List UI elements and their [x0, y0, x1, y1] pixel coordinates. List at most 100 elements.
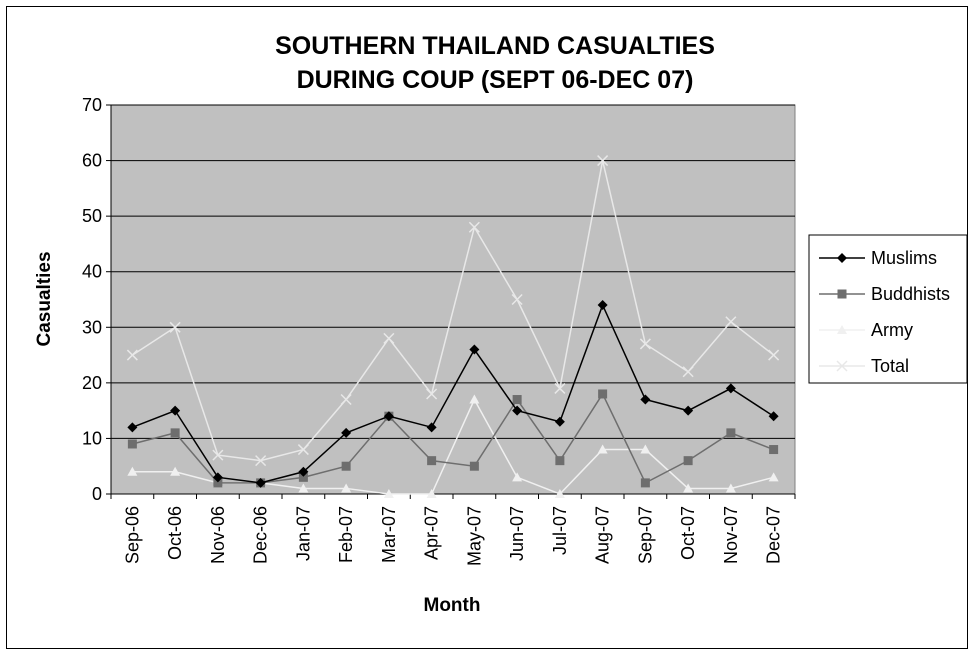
- data-point-x: [126, 349, 138, 361]
- data-point-triangle: [640, 444, 651, 454]
- data-point-square: [640, 478, 650, 488]
- data-point-triangle: [170, 466, 181, 476]
- data-point-triangle: [725, 483, 736, 493]
- data-point-x: [468, 221, 480, 233]
- series-buddhists: [127, 389, 779, 488]
- x-tick-label: Feb-07: [336, 506, 356, 563]
- legend-label: Army: [871, 320, 913, 340]
- series-layer: [126, 155, 780, 498]
- x-tick-label: Aug-07: [593, 506, 613, 564]
- data-point-diamond: [725, 383, 736, 394]
- data-point-diamond: [426, 422, 437, 433]
- data-point-x: [597, 155, 609, 167]
- legend-item-buddhists: Buddhists: [819, 284, 950, 304]
- x-axis-title: Month: [424, 595, 481, 616]
- series-total: [126, 155, 780, 467]
- y-tick-label: 70: [82, 95, 102, 115]
- data-point-x: [383, 332, 395, 344]
- data-point-x: [725, 316, 737, 328]
- data-point-square: [170, 428, 180, 438]
- x-tick-label: Nov-07: [721, 506, 741, 564]
- data-point-x: [836, 360, 848, 372]
- data-point-triangle: [469, 394, 480, 404]
- plot-area: [110, 104, 796, 495]
- data-point-diamond: [683, 405, 694, 416]
- y-tick-label: 30: [82, 317, 102, 337]
- grid-lines: [111, 104, 795, 439]
- data-point-diamond: [837, 253, 847, 263]
- data-point-triangle: [837, 325, 847, 334]
- data-point-x: [682, 366, 694, 378]
- data-point-diamond: [341, 427, 352, 438]
- legend-label: Total: [871, 356, 909, 376]
- legend-box: [808, 234, 968, 384]
- chart-title: SOUTHERN THAILAND CASUALTIES DURING COUP…: [275, 32, 715, 94]
- data-point-square: [726, 428, 736, 438]
- data-point-square: [298, 472, 308, 482]
- x-tick-label: Jan-07: [293, 506, 313, 561]
- data-point-triangle: [683, 483, 694, 493]
- x-tick-label: Sep-06: [122, 506, 142, 564]
- data-point-x: [639, 338, 651, 350]
- data-point-triangle: [383, 489, 394, 498]
- y-tick-label: 0: [92, 484, 102, 504]
- y-tick-label: 50: [82, 206, 102, 226]
- data-point-diamond: [298, 466, 309, 477]
- chart-title-line-1: SOUTHERN THAILAND CASUALTIES: [275, 32, 715, 60]
- data-point-x: [297, 444, 309, 456]
- legend-label: Muslims: [871, 248, 937, 268]
- data-point-square: [555, 456, 565, 466]
- data-point-diamond: [768, 411, 779, 422]
- x-tick-label: Dec-07: [764, 506, 784, 564]
- series-line: [132, 392, 774, 484]
- data-point-square: [127, 439, 137, 449]
- x-tick-label: Oct-06: [165, 506, 185, 560]
- data-point-triangle: [341, 483, 352, 493]
- series-line: [131, 160, 775, 462]
- legend-item-total: Total: [819, 356, 909, 376]
- data-point-diamond: [170, 405, 181, 416]
- series-muslims: [127, 300, 779, 488]
- y-tick-label: 20: [82, 373, 102, 393]
- data-point-square: [769, 445, 779, 455]
- data-point-triangle: [554, 489, 565, 498]
- data-point-x: [169, 321, 181, 333]
- y-axis-ticks: 0 10 20 30 40 50 60 70: [82, 95, 112, 504]
- data-point-square: [598, 389, 608, 399]
- data-point-diamond: [127, 422, 138, 433]
- chart-title-line-2: DURING COUP (SEPT 06-DEC 07): [297, 66, 694, 94]
- data-point-square: [837, 289, 847, 299]
- x-tick-label: Oct-07: [678, 506, 698, 560]
- x-tick-label: May-07: [464, 506, 484, 566]
- data-point-triangle: [426, 489, 437, 498]
- data-point-diamond: [469, 344, 480, 355]
- legend: Muslims Buddhists Army Total: [808, 234, 968, 384]
- x-tick-label: Jun-07: [507, 506, 527, 561]
- data-point-x: [212, 449, 224, 461]
- y-tick-label: 40: [82, 262, 102, 282]
- data-point-triangle: [768, 472, 779, 482]
- legend-label: Buddhists: [871, 284, 950, 304]
- data-point-x: [426, 388, 438, 400]
- y-axis-title: Casualties: [34, 251, 55, 346]
- data-point-x: [255, 455, 267, 467]
- data-point-square: [512, 395, 522, 405]
- chart-frame: SOUTHERN THAILAND CASUALTIES DURING COUP…: [6, 6, 968, 649]
- data-point-x: [340, 393, 352, 406]
- data-point-square: [427, 456, 437, 466]
- data-point-diamond: [383, 411, 394, 422]
- data-point-diamond: [640, 394, 651, 405]
- data-point-triangle: [298, 483, 309, 493]
- data-point-square: [683, 456, 693, 466]
- data-point-triangle: [127, 466, 138, 476]
- data-point-diamond: [554, 416, 565, 427]
- y-tick-label: 60: [82, 151, 102, 171]
- legend-item-muslims: Muslims: [819, 248, 937, 268]
- data-point-x: [554, 382, 566, 394]
- x-axis-ticks: Sep-06 Oct-06 Nov-06 Dec-06 Jan-07 Feb-07 Mar-…: [110, 493, 796, 566]
- x-tick-label: Dec-06: [251, 506, 271, 564]
- legend-item-army: Army: [819, 320, 913, 340]
- data-point-square: [469, 461, 479, 471]
- data-point-diamond: [255, 477, 266, 488]
- data-point-diamond: [597, 300, 608, 311]
